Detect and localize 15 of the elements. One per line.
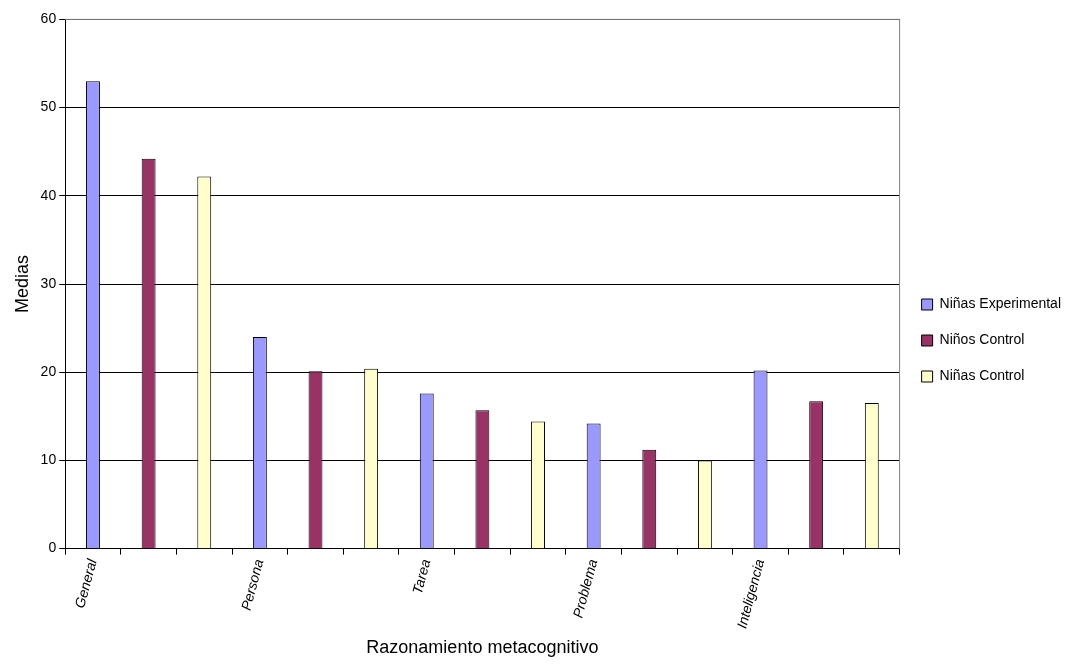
y-tick-label: 0 bbox=[48, 539, 57, 556]
legend-label: Niñas Experimental bbox=[939, 295, 1061, 312]
x-tick-label: Tarea bbox=[408, 557, 434, 596]
y-tick-label: 10 bbox=[40, 451, 57, 468]
y-tick-label: 40 bbox=[40, 186, 57, 203]
y-tick-label: 60 bbox=[40, 10, 57, 27]
y-tick-label: 20 bbox=[40, 363, 57, 380]
legend-label: Niños Control bbox=[939, 331, 1025, 348]
x-axis-title: Razonamiento metacognitivo bbox=[366, 637, 599, 658]
y-axis-title: Medias bbox=[11, 255, 32, 314]
x-tick-label: General bbox=[71, 556, 100, 610]
legend-label: Niñas Control bbox=[939, 367, 1025, 384]
x-tick-label: Persona bbox=[237, 557, 267, 612]
y-tick-label: 50 bbox=[40, 98, 57, 115]
y-tick-label: 30 bbox=[40, 274, 57, 291]
